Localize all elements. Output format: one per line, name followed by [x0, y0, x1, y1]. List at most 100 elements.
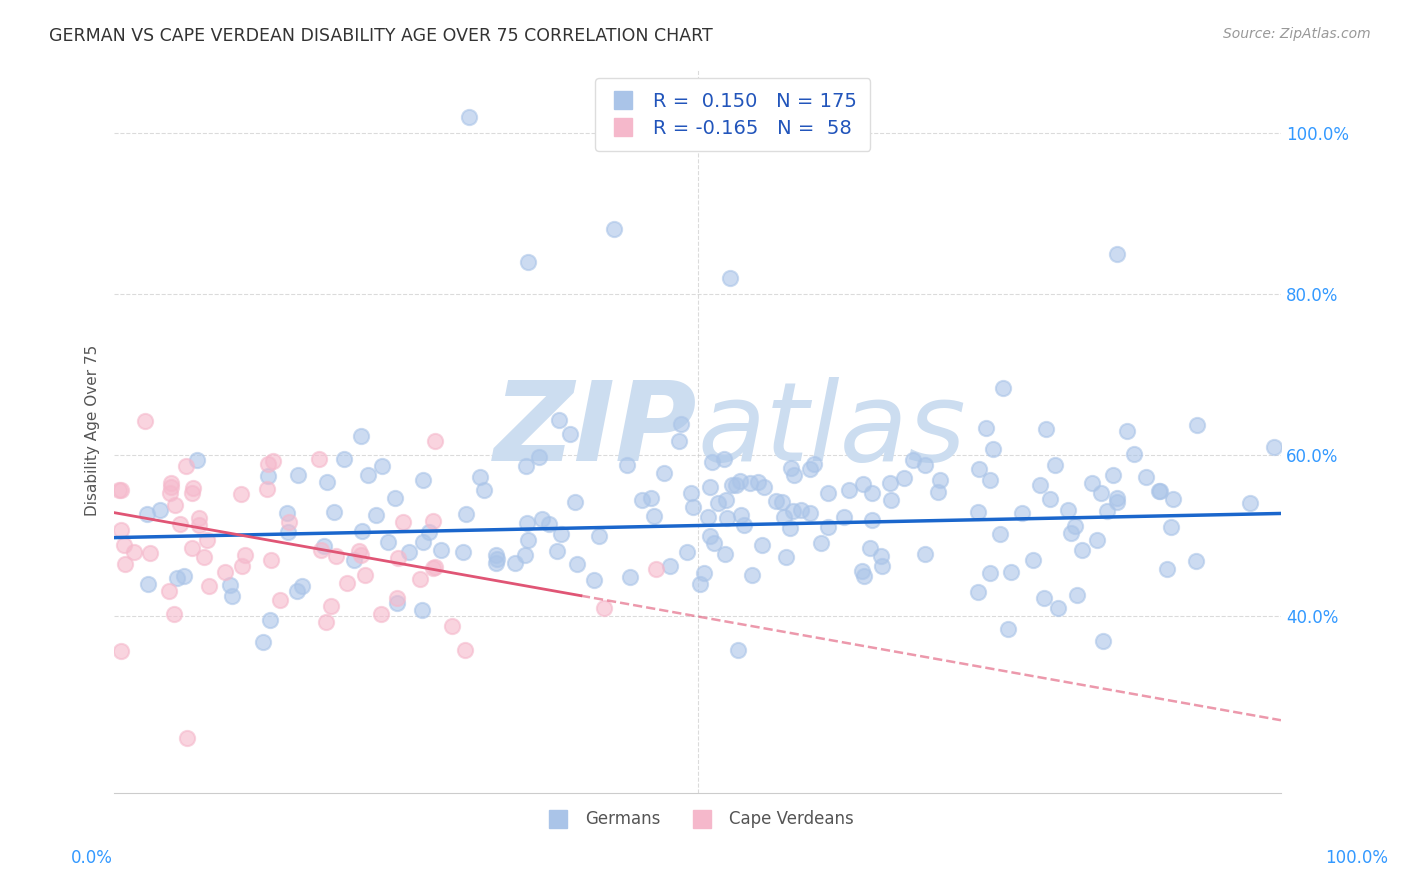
Point	[269, 593, 291, 607]
Point	[347, 544, 370, 558]
Point	[671, 417, 693, 431]
Point	[169, 516, 191, 531]
Point	[256, 483, 278, 497]
Y-axis label: Disability Age Over 75: Disability Age Over 75	[86, 345, 100, 516]
Point	[981, 442, 1004, 456]
Point	[159, 480, 181, 494]
Point	[928, 473, 950, 487]
Point	[412, 535, 434, 549]
Point	[997, 622, 1019, 636]
Point	[1147, 483, 1170, 498]
Point	[675, 545, 697, 559]
Point	[593, 601, 616, 615]
Point	[165, 498, 187, 512]
Point	[782, 504, 804, 518]
Point	[231, 558, 253, 573]
Point	[779, 521, 801, 535]
Point	[893, 471, 915, 485]
Point	[278, 516, 301, 530]
Point	[1185, 554, 1208, 568]
Point	[696, 510, 718, 524]
Point	[256, 469, 278, 483]
Point	[458, 110, 481, 124]
Point	[724, 478, 747, 492]
Point	[1122, 446, 1144, 460]
Point	[181, 541, 204, 555]
Point	[1039, 492, 1062, 507]
Point	[538, 517, 561, 532]
Point	[783, 467, 806, 482]
Point	[564, 495, 586, 509]
Point	[682, 500, 704, 514]
Point	[550, 527, 572, 541]
Point	[516, 516, 538, 531]
Point	[966, 584, 988, 599]
Point	[754, 480, 776, 494]
Point	[166, 571, 188, 585]
Point	[765, 493, 787, 508]
Point	[780, 460, 803, 475]
Point	[706, 496, 728, 510]
Point	[679, 486, 702, 500]
Point	[1066, 588, 1088, 602]
Point	[1035, 422, 1057, 436]
Point	[454, 643, 477, 657]
Text: GERMAN VS CAPE VERDEAN DISABILITY AGE OVER 75 CORRELATION CHART: GERMAN VS CAPE VERDEAN DISABILITY AGE OV…	[49, 27, 713, 45]
Point	[411, 603, 433, 617]
Point	[716, 511, 738, 525]
Point	[630, 492, 652, 507]
Point	[219, 578, 242, 592]
Point	[139, 546, 162, 560]
Point	[308, 452, 330, 467]
Point	[1239, 496, 1261, 510]
Point	[198, 579, 221, 593]
Point	[721, 478, 744, 492]
Point	[1060, 525, 1083, 540]
Point	[901, 453, 924, 467]
Text: ZIP: ZIP	[494, 377, 697, 484]
Point	[991, 381, 1014, 395]
Point	[291, 579, 314, 593]
Point	[385, 591, 408, 605]
Point	[914, 458, 936, 473]
Point	[325, 549, 347, 563]
Point	[852, 477, 875, 491]
Point	[799, 506, 821, 520]
Point	[350, 429, 373, 443]
Point	[1161, 491, 1184, 506]
Point	[1043, 458, 1066, 473]
Point	[1263, 440, 1285, 454]
Point	[314, 539, 336, 553]
Point	[408, 572, 430, 586]
Point	[252, 635, 274, 649]
Point	[1081, 476, 1104, 491]
Point	[643, 508, 665, 523]
Point	[423, 559, 446, 574]
Point	[714, 493, 737, 508]
Point	[364, 508, 387, 522]
Point	[817, 485, 839, 500]
Point	[160, 475, 183, 490]
Point	[1085, 533, 1108, 547]
Point	[343, 553, 366, 567]
Point	[287, 467, 309, 482]
Point	[718, 270, 741, 285]
Point	[315, 615, 337, 630]
Point	[548, 413, 571, 427]
Point	[136, 507, 159, 521]
Point	[412, 473, 434, 487]
Point	[159, 486, 181, 500]
Point	[859, 541, 882, 555]
Point	[187, 511, 209, 525]
Point	[703, 535, 725, 549]
Point	[472, 483, 495, 498]
Point	[377, 535, 399, 549]
Point	[870, 549, 893, 563]
Point	[186, 452, 208, 467]
Point	[1149, 483, 1171, 498]
Point	[515, 548, 537, 562]
Text: atlas: atlas	[697, 377, 966, 484]
Point	[1091, 633, 1114, 648]
Point	[658, 559, 681, 574]
Point	[1071, 543, 1094, 558]
